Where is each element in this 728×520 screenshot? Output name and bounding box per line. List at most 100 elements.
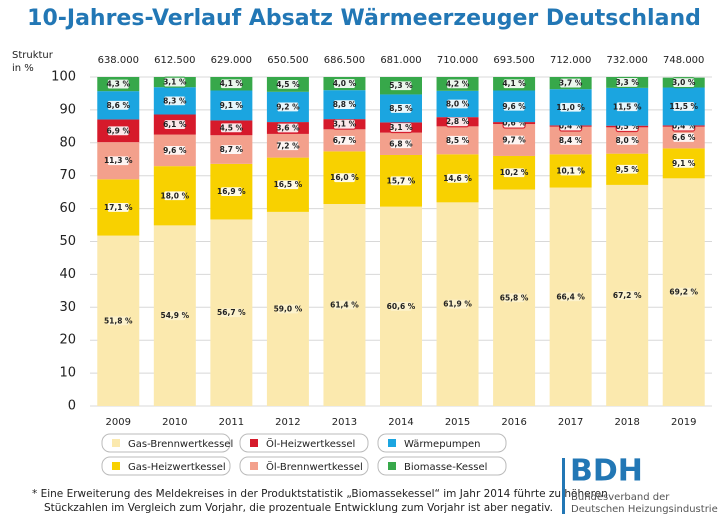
value-label-box [445,78,470,90]
value-label-box [672,157,696,169]
bar-total: 612.500 [154,55,195,66]
bar-total: 748.000 [663,55,704,66]
bar-total: 712.000 [550,55,591,66]
chart-title: 10-Jahres-Verlauf Absatz Wärmeerzeuger D… [27,6,701,31]
value-label: 69,2 % [669,288,698,297]
value-label: 9,2 % [276,102,300,111]
value-label: 9,6 % [502,102,526,111]
value-label-box [219,307,243,319]
value-label: 60,6 % [387,302,416,311]
x-tick-label: 2009 [106,417,131,428]
value-label: 0,4 % [559,122,583,131]
value-label-box [672,131,696,144]
value-label-box [219,186,243,198]
value-label: 54,9 % [160,311,189,320]
value-label: 51,8 % [104,316,133,325]
value-label-box [163,95,187,107]
value-label: 17,1 % [104,203,133,212]
value-label: 3,1 % [163,78,187,87]
value-label-box [672,76,696,89]
value-label: 16,5 % [274,180,303,189]
value-label-box [163,118,187,131]
bar-total: 629.000 [211,55,252,66]
legend-box [239,433,369,453]
y-tick-label: 30 [59,300,76,315]
value-label: 11,5 % [613,102,642,111]
value-label: 61,4 % [330,300,359,309]
value-label-box [389,300,413,312]
value-label: 9,1 % [220,101,244,110]
x-tick-label: 2011 [219,417,244,428]
legend-label: Öl-Heizwertkessel [266,437,355,450]
value-label-box [219,99,243,112]
legend-swatch [250,462,258,470]
bar-total: 732.000 [607,55,648,66]
legend-label: Biomasse-Kessel [404,462,487,473]
bar-total: 650.500 [267,55,308,66]
legend-swatch [112,439,120,447]
y-tick-label: 50 [59,234,76,249]
value-label: 7,2 % [276,141,300,150]
bar-total: 693.500 [493,55,534,66]
value-label-box [106,125,130,137]
value-label-box [106,78,130,90]
value-label-box [445,98,470,110]
legend-label: Wärmepumpen [404,439,480,450]
y-tick-label: 10 [59,366,76,381]
value-label: 4,5 % [276,80,300,89]
x-tick-label: 2016 [501,417,526,428]
value-label-box [502,100,526,112]
legend-box [239,456,369,476]
value-label-box [389,138,413,150]
x-tick-label: 2019 [671,417,696,428]
logo-text: Bundesverband der [571,492,670,503]
value-label: 65,8 % [500,293,529,302]
value-label-box [163,310,187,322]
value-label: 11,5 % [669,102,698,111]
value-label: 3,1 % [389,123,413,132]
value-label: 4,1 % [220,79,244,88]
y-tick-label: 100 [51,70,76,85]
value-label: 0,5 % [615,122,639,131]
value-label: 66,4 % [556,292,585,301]
value-label-box [559,165,583,177]
value-label-box [445,172,470,184]
x-tick-label: 2013 [332,417,357,428]
value-label: 8,7 % [220,145,244,154]
value-label: 10,1 % [556,166,585,175]
value-label: 16,9 % [217,187,246,196]
value-label: 8,8 % [333,100,357,109]
value-label: 0,4 % [672,122,696,131]
value-label: 3,1 % [333,120,357,129]
legend-box [377,456,507,476]
value-label-box [445,298,470,310]
value-label-box [615,289,639,302]
value-label-box [332,99,357,111]
value-label: 9,1 % [672,159,696,168]
footnote: * Eine Erweiterung des Meldekreises in d… [32,488,608,500]
value-label-box [332,77,357,90]
value-label-box [276,122,300,134]
value-label: 11,0 % [556,103,585,112]
value-label: 10,2 % [500,168,529,177]
value-label-box [615,76,639,89]
value-label: 16,0 % [330,173,359,182]
value-label: 9,6 % [163,146,187,155]
y-axis-label: in % [12,63,34,74]
value-label: 56,7 % [217,308,246,317]
value-label-box [559,77,583,89]
legend-label: Gas-Brennwertkessel [128,439,233,450]
value-label-box [332,118,357,130]
value-label: 8,5 % [446,136,470,145]
value-label-box [389,80,413,92]
logo-bar [562,458,565,514]
logo: BDH [570,454,643,489]
value-label-box [389,175,413,187]
value-label: 4,2 % [446,79,470,88]
x-tick-label: 2010 [162,417,187,428]
y-axis-label: Struktur [12,50,54,61]
value-label-box [332,299,357,311]
value-label: 9,5 % [615,165,639,174]
legend-box [101,456,231,476]
